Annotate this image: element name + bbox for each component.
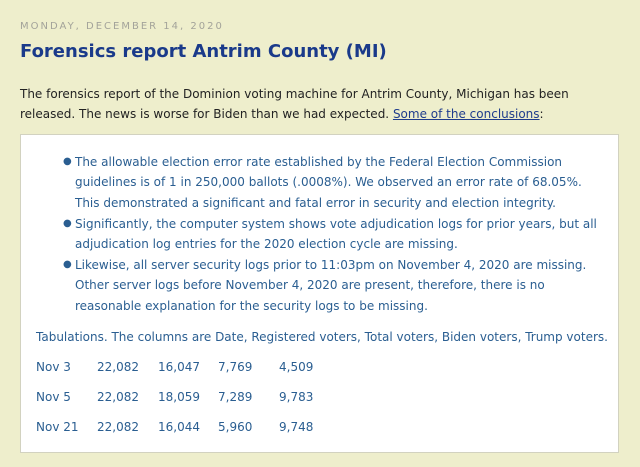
biden-voters-cell: 5,960 <box>218 420 253 434</box>
intro-suffix: : <box>539 107 544 121</box>
tabulation-caption: Tabulations. The columns are Date, Regis… <box>36 330 608 344</box>
conclusions-link[interactable]: Some of the conclusions <box>392 107 540 121</box>
list-item-text: The allowable election error rate establ… <box>75 155 582 210</box>
list-item: ● The allowable election error rate estab… <box>63 152 605 213</box>
total-voters-cell: 16,047 <box>158 360 200 374</box>
bullet-icon: ● <box>63 156 72 167</box>
date-cell: Nov 3 <box>36 360 71 374</box>
registered-voters-cell: 22,082 <box>97 420 139 434</box>
list-item: ● Significantly, the computer system show… <box>63 214 605 255</box>
registered-voters-cell: 22,082 <box>97 360 139 374</box>
post-title[interactable]: Forensics report Antrim County (MI) <box>20 41 387 62</box>
total-voters-cell: 16,044 <box>158 420 200 434</box>
blockquote: ● The allowable election error rate estab… <box>20 134 619 453</box>
post-intro: The forensics report of the Dominion vot… <box>20 84 625 124</box>
biden-voters-cell: 7,289 <box>218 390 253 404</box>
trump-voters-cell: 4,509 <box>279 360 314 374</box>
trump-voters-cell: 9,783 <box>279 390 314 404</box>
bullet-icon: ● <box>63 218 72 229</box>
list-item-text: Significantly, the computer system shows… <box>75 217 597 252</box>
trump-voters-cell: 9,748 <box>279 420 314 434</box>
list-item: ● Likewise, all server security logs prio… <box>63 255 605 316</box>
bullet-icon: ● <box>63 259 72 270</box>
total-voters-cell: 18,059 <box>158 390 200 404</box>
list-item-text: Likewise, all server security logs prior… <box>75 258 587 313</box>
intro-text: The forensics report of the Dominion vot… <box>20 87 569 121</box>
post-date: Monday, December 14, 2020 <box>20 21 224 32</box>
registered-voters-cell: 22,082 <box>97 390 139 404</box>
biden-voters-cell: 7,769 <box>218 360 253 374</box>
date-cell: Nov 5 <box>36 390 71 404</box>
date-cell: Nov 21 <box>36 420 79 434</box>
